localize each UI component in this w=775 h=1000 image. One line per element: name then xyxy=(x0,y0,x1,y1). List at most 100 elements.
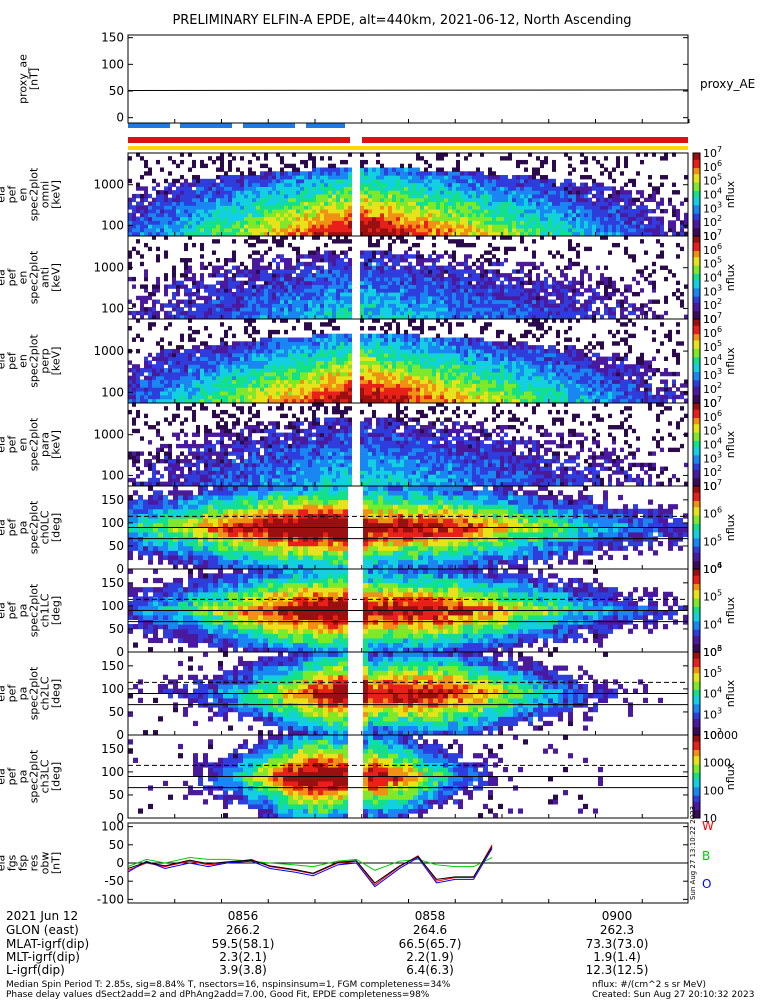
spectrogram-cell xyxy=(300,379,304,384)
spectrogram-cell xyxy=(280,186,284,191)
spectrogram-cell xyxy=(360,276,364,282)
spectrogram-cell xyxy=(272,360,276,365)
spectrogram-cell xyxy=(460,190,464,195)
spectrogram-cell xyxy=(456,220,460,225)
spectrogram-cell xyxy=(168,368,172,373)
colorbar-cell xyxy=(693,177,700,181)
spectrogram-cell xyxy=(584,182,588,187)
spectrogram-cell xyxy=(340,295,344,301)
spectrogram-cell xyxy=(244,318,248,323)
spectrogram-cell xyxy=(220,152,224,157)
spectrogram-cell xyxy=(312,178,316,184)
spectrogram-cell xyxy=(144,295,148,301)
spectrogram-cell xyxy=(608,197,612,203)
spectrogram-cell xyxy=(292,201,296,206)
spectrogram-cell xyxy=(484,280,488,286)
spectrogram-cell xyxy=(264,276,268,282)
spectrogram-cell xyxy=(276,299,280,304)
spectrogram-cell xyxy=(272,171,276,176)
spectrogram-cell xyxy=(528,205,532,210)
spectrogram-cell xyxy=(308,299,312,304)
spectrogram-cell xyxy=(436,220,440,225)
spectrogram-cell xyxy=(664,299,668,304)
spectrogram-cell xyxy=(568,205,572,210)
spectrogram-cell xyxy=(284,182,288,187)
spectrogram-cell xyxy=(300,341,304,346)
spectrogram-cell xyxy=(660,224,664,229)
spectrogram-cell xyxy=(184,398,188,403)
spectrogram-cell xyxy=(224,190,228,195)
spectrogram-cell xyxy=(216,368,220,373)
spectrogram-cell xyxy=(204,190,208,195)
spectrogram-cell xyxy=(296,212,300,218)
spectrogram-cell xyxy=(176,345,180,350)
spectrogram-cell xyxy=(436,208,440,214)
spectrogram-cell xyxy=(204,345,208,350)
spectrogram-cell xyxy=(404,303,408,308)
spectrogram-cell xyxy=(212,310,216,316)
spectrogram-cell xyxy=(504,201,508,206)
spectrogram-cell xyxy=(188,190,192,195)
spectrogram-cell xyxy=(128,224,132,229)
spectrogram-cell xyxy=(264,337,268,342)
spectrogram-cell xyxy=(528,310,532,316)
spectrogram-cell xyxy=(176,387,180,392)
spectrogram-cell xyxy=(544,295,548,301)
spectrogram-cell xyxy=(640,205,644,210)
spectrogram-cell xyxy=(488,171,492,176)
spectrogram-cell xyxy=(260,310,264,316)
spectrogram-cell xyxy=(584,224,588,229)
spectrogram-cell xyxy=(424,295,428,301)
spectrogram-cell xyxy=(596,216,600,221)
spectrogram-cell xyxy=(224,303,228,308)
spectrogram-cell xyxy=(412,288,416,293)
spectrogram-cell xyxy=(460,175,464,180)
spectrogram-cell xyxy=(652,216,656,221)
spectrogram-cell xyxy=(500,227,504,233)
spectrogram-cell xyxy=(312,190,316,195)
spectrogram-cell xyxy=(544,216,548,221)
spectrogram-cell xyxy=(436,182,440,187)
spectrogram-cell xyxy=(300,375,304,381)
spectrogram-cell xyxy=(572,231,576,236)
spectrogram-cell xyxy=(548,291,552,297)
spectrogram-cell xyxy=(232,276,236,282)
spectrogram-cell xyxy=(476,186,480,191)
spectrogram-cell xyxy=(328,208,332,214)
spectrogram-cell xyxy=(256,186,260,191)
spectrogram-cell xyxy=(312,368,316,373)
spectrogram-cell xyxy=(480,295,484,301)
colorbar-cell xyxy=(693,285,700,289)
spectrogram-cell xyxy=(224,220,228,225)
spectrogram-cell xyxy=(644,265,648,270)
spectrogram-cell xyxy=(304,390,308,396)
spectrogram-cell xyxy=(208,291,212,297)
spectrogram-cell xyxy=(408,220,412,225)
spectrogram-cell xyxy=(140,310,144,316)
spectrogram-cell xyxy=(348,231,352,236)
spectrogram-cell xyxy=(216,356,220,361)
spectrogram-cell xyxy=(324,208,328,214)
spectrogram-cell xyxy=(160,379,164,384)
spectrogram-cell xyxy=(436,269,440,274)
spectrogram-cell xyxy=(412,303,416,308)
spectrogram-cell xyxy=(620,212,624,218)
spectrogram-cell xyxy=(336,220,340,225)
spectrogram-cell xyxy=(224,360,228,365)
spectrogram-cell xyxy=(156,280,160,286)
spectrogram-cell xyxy=(396,288,400,293)
spectrogram-cell xyxy=(272,273,276,278)
spectrogram-cell xyxy=(336,284,340,289)
spectrogram-cell xyxy=(256,360,260,365)
spectrogram-cell xyxy=(216,288,220,293)
spectrogram-cell xyxy=(148,201,152,206)
spectrogram-cell xyxy=(200,383,204,388)
spectrogram-cell xyxy=(312,383,316,388)
spectrogram-cell xyxy=(312,288,316,293)
spectrogram-cell xyxy=(188,216,192,221)
spectrogram-cell xyxy=(560,291,564,297)
spectrogram-cell xyxy=(464,314,468,319)
spectrogram-cell xyxy=(440,156,444,161)
spectrogram-cell xyxy=(568,163,572,169)
